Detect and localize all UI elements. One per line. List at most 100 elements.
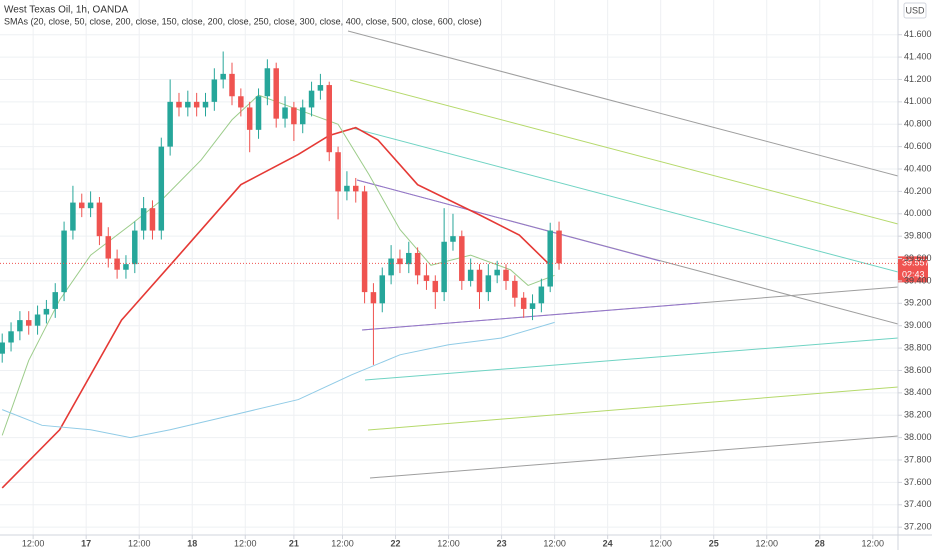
y-tick-label: 39.600 xyxy=(904,253,932,263)
candle-body xyxy=(193,101,200,108)
candle-body xyxy=(96,202,103,237)
y-tick-label: 41.200 xyxy=(904,74,932,84)
candle-body xyxy=(149,208,156,231)
y-tick-label: 37.200 xyxy=(904,522,932,532)
candle-body xyxy=(87,202,94,209)
grid xyxy=(0,0,898,535)
candle-body xyxy=(476,269,483,293)
x-tick-label: 17 xyxy=(81,538,91,548)
candle-body xyxy=(43,308,50,315)
candle-body xyxy=(167,101,173,147)
y-tick-label: 38.200 xyxy=(904,410,932,420)
candle-body xyxy=(273,68,279,119)
x-tick-label: 28 xyxy=(815,538,825,548)
x-tick-label: 12:00 xyxy=(862,538,885,548)
x-tick-label: 12:00 xyxy=(437,538,460,548)
y-tick-label: 39.400 xyxy=(904,275,932,285)
candle-body xyxy=(291,107,297,125)
y-tick-label: 38.400 xyxy=(904,387,932,397)
candle-body xyxy=(441,241,447,293)
y-tick-label: 40.400 xyxy=(904,163,932,173)
last-price-label: 39.557 xyxy=(902,258,930,268)
currency: USD xyxy=(905,5,925,15)
candle-body xyxy=(485,275,492,293)
x-tick-label: 23 xyxy=(497,538,507,548)
x-tick-label: 12:00 xyxy=(755,538,778,548)
candle-body xyxy=(344,185,350,192)
y-tick-label: 41.600 xyxy=(904,29,932,39)
y-tick-label: 40.600 xyxy=(904,141,932,151)
candle-body xyxy=(459,236,465,281)
candle-body xyxy=(132,230,138,265)
candle-body xyxy=(556,230,562,264)
candle-body xyxy=(467,269,474,281)
candle-body xyxy=(282,107,288,119)
indicator-label: SMAs (20, close, 50, close, 200, close, … xyxy=(4,16,482,26)
x-tick-label: 12:00 xyxy=(331,538,354,548)
candle-body xyxy=(34,314,41,326)
y-tick-label: 37.400 xyxy=(904,499,932,509)
x-tick-label: 22 xyxy=(391,538,401,548)
y-tick-label: 40.000 xyxy=(904,208,932,218)
candle-body xyxy=(335,152,341,192)
x-tick-label: 12:00 xyxy=(234,538,257,548)
candle-body xyxy=(61,230,67,293)
candle-body xyxy=(229,73,235,97)
currency-box[interactable] xyxy=(903,2,927,19)
trend-line xyxy=(361,302,701,331)
candle-body xyxy=(432,280,439,293)
y-tick-label: 39.000 xyxy=(904,320,932,330)
y-tick-label: 40.200 xyxy=(904,186,932,196)
countdown: 02:43 xyxy=(902,270,925,280)
y-tick-label: 38.600 xyxy=(904,365,932,375)
candle-body xyxy=(211,79,218,102)
candle-body xyxy=(326,85,332,153)
x-tick-label: 12:00 xyxy=(22,538,45,548)
candle-body xyxy=(70,202,76,231)
candle-body xyxy=(158,146,165,231)
candle-body xyxy=(414,252,421,276)
trend-line xyxy=(349,79,899,225)
candle-body xyxy=(317,85,324,91)
trend-line xyxy=(347,30,899,177)
candle-body xyxy=(397,258,403,265)
candle-body xyxy=(238,96,244,108)
y-tick-label: 39.800 xyxy=(904,231,932,241)
x-tick-label: 12:00 xyxy=(543,538,566,548)
candle-body xyxy=(140,208,147,231)
last-price-box xyxy=(898,256,928,283)
candle-body xyxy=(185,101,191,108)
trend-line xyxy=(369,435,899,479)
trend-line xyxy=(364,337,899,381)
x-tick-label: 18 xyxy=(187,538,197,548)
candle-body xyxy=(503,269,509,281)
candle-body xyxy=(264,68,271,97)
candle-body xyxy=(450,236,456,242)
candle-body xyxy=(52,292,58,309)
candle-body xyxy=(220,73,226,80)
y-tick-label: 40.800 xyxy=(904,119,932,129)
trend-line xyxy=(351,127,899,273)
x-tick-label: 21 xyxy=(289,538,299,548)
candle-body xyxy=(370,292,377,304)
candle-body xyxy=(379,275,386,304)
candle-body xyxy=(25,320,32,326)
candle-body xyxy=(308,90,315,108)
candle-body xyxy=(0,342,5,354)
candle-body xyxy=(8,331,14,343)
candle-body xyxy=(176,101,182,108)
candle-body xyxy=(255,96,262,130)
moving-average xyxy=(1,126,551,489)
chart-title: West Texas Oil, 1h, OANDA xyxy=(4,5,128,16)
trend-line xyxy=(356,179,661,262)
candle-body xyxy=(423,275,430,281)
y-tick-label: 38.800 xyxy=(904,342,932,352)
y-tick-label: 39.200 xyxy=(904,298,932,308)
y-tick-label: 41.000 xyxy=(904,96,932,106)
candle-body xyxy=(520,297,527,309)
x-tick-label: 25 xyxy=(709,538,719,548)
price-labels: 39.557 02:43 xyxy=(898,256,930,283)
candle-body xyxy=(123,264,129,270)
x-tick-label: 24 xyxy=(603,538,613,548)
